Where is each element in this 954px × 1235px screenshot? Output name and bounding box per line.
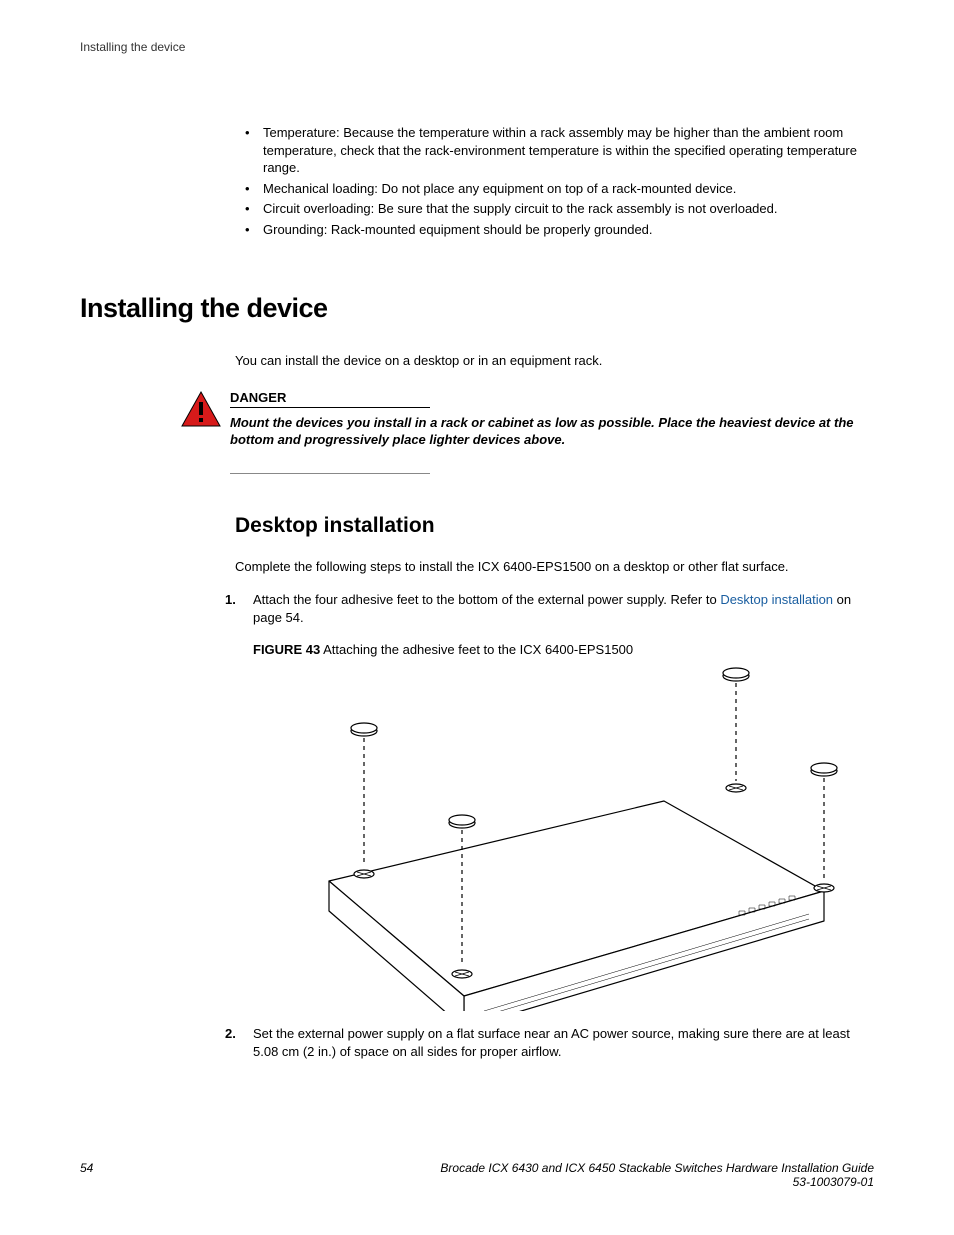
footer-title: Brocade ICX 6430 and ICX 6450 Stackable … (440, 1161, 874, 1175)
page-footer: 54 Brocade ICX 6430 and ICX 6450 Stackab… (80, 1161, 874, 1189)
bullet-item: Temperature: Because the temperature wit… (235, 124, 864, 177)
figure-caption: FIGURE 43 Attaching the adhesive feet to… (253, 641, 864, 659)
danger-label: DANGER (230, 390, 430, 408)
figure-label: FIGURE 43 (253, 642, 320, 657)
step-item: Set the external power supply on a flat … (225, 1025, 864, 1060)
figure-diagram (269, 666, 849, 1011)
bullet-item: Grounding: Rack-mounted equipment should… (235, 221, 864, 239)
footer-docnum: 53-1003079-01 (793, 1175, 874, 1189)
h1-body-text: You can install the device on a desktop … (235, 352, 864, 370)
intro-bullets-block: Temperature: Because the temperature wit… (235, 124, 864, 238)
heading-2: Desktop installation (235, 514, 864, 538)
heading-1: Installing the device (80, 293, 874, 324)
bullet-item: Circuit overloading: Be sure that the su… (235, 200, 864, 218)
bullet-item: Mechanical loading: Do not place any equ… (235, 180, 864, 198)
danger-text: Mount the devices you install in a rack … (230, 414, 864, 449)
danger-end-rule (230, 473, 430, 474)
running-header: Installing the device (80, 40, 874, 54)
ordered-steps: Attach the four adhesive feet to the bot… (225, 591, 864, 1060)
bullet-list: Temperature: Because the temperature wit… (235, 124, 864, 238)
step-text: Attach the four adhesive feet to the bot… (253, 592, 720, 607)
step-item: Attach the four adhesive feet to the bot… (225, 591, 864, 1011)
desktop-installation-link[interactable]: Desktop installation (720, 592, 833, 607)
danger-icon (180, 390, 230, 431)
page-number: 54 (80, 1161, 93, 1189)
figure-caption-text: Attaching the adhesive feet to the ICX 6… (323, 642, 633, 657)
h2-body-text: Complete the following steps to install … (235, 558, 864, 576)
danger-block: DANGER Mount the devices you install in … (180, 390, 864, 474)
